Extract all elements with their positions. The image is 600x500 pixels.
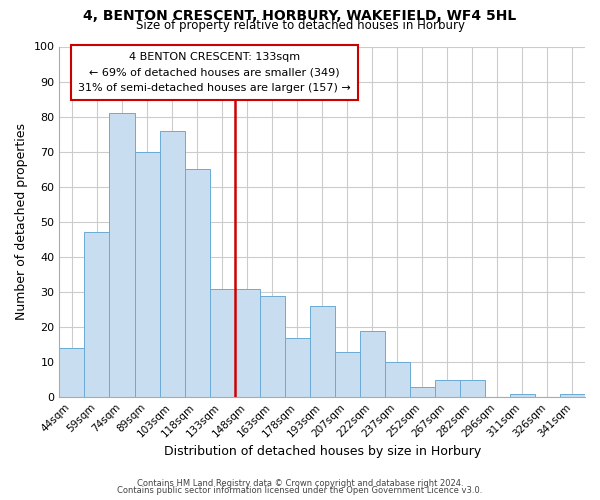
Text: 4 BENTON CRESCENT: 133sqm
← 69% of detached houses are smaller (349)
31% of semi: 4 BENTON CRESCENT: 133sqm ← 69% of detac… [78, 52, 351, 93]
Bar [385, 362, 410, 397]
Text: 4, BENTON CRESCENT, HORBURY, WAKEFIELD, WF4 5HL: 4, BENTON CRESCENT, HORBURY, WAKEFIELD, … [83, 9, 517, 23]
Bar [510, 394, 535, 397]
Bar [460, 380, 485, 397]
Bar [310, 306, 335, 397]
Bar [284, 338, 310, 397]
Bar [59, 348, 85, 397]
Bar [360, 330, 385, 397]
Bar [260, 296, 284, 397]
Bar [410, 386, 435, 397]
Bar [235, 288, 260, 397]
Bar [185, 170, 209, 397]
Text: Size of property relative to detached houses in Horbury: Size of property relative to detached ho… [136, 19, 464, 32]
Bar [134, 152, 160, 397]
Bar [335, 352, 360, 397]
Y-axis label: Number of detached properties: Number of detached properties [15, 124, 28, 320]
Text: Contains HM Land Registry data © Crown copyright and database right 2024.: Contains HM Land Registry data © Crown c… [137, 478, 463, 488]
Bar [209, 288, 235, 397]
Bar [435, 380, 460, 397]
Bar [560, 394, 585, 397]
X-axis label: Distribution of detached houses by size in Horbury: Distribution of detached houses by size … [164, 444, 481, 458]
Bar [109, 113, 134, 397]
Bar [160, 130, 185, 397]
Text: Contains public sector information licensed under the Open Government Licence v3: Contains public sector information licen… [118, 486, 482, 495]
Bar [85, 232, 109, 397]
